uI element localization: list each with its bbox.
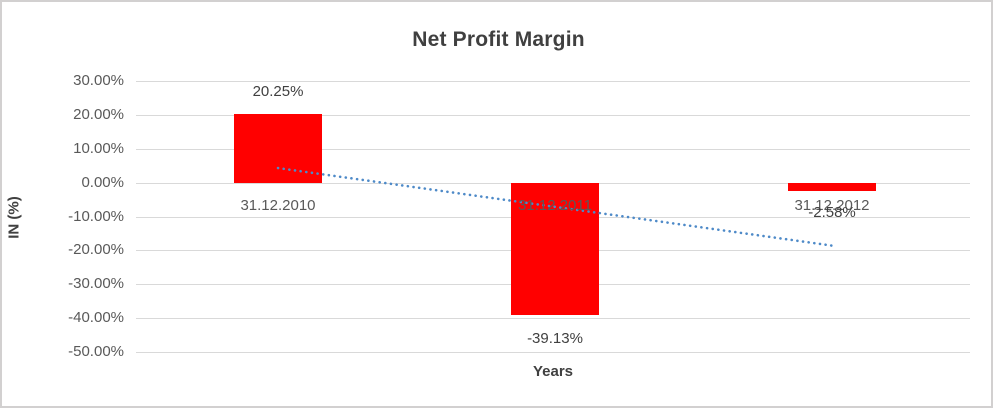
gridline bbox=[136, 318, 970, 320]
y-axis-tick-label: -10.00% bbox=[68, 207, 124, 225]
chart-title: Net Profit Margin bbox=[412, 28, 585, 51]
bar-data-label: -2.58% bbox=[808, 204, 856, 222]
y-axis-tick-label: 20.00% bbox=[73, 105, 124, 123]
bar-31.12.2010 bbox=[234, 114, 322, 183]
y-axis-tick-label: 30.00% bbox=[73, 72, 124, 89]
bar-data-label: 20.25% bbox=[252, 83, 304, 101]
x-axis-title: Years bbox=[532, 363, 574, 380]
y-axis-tick-label: -20.00% bbox=[68, 241, 124, 259]
y-axis-tick-label: 0.00% bbox=[81, 173, 124, 191]
x-axis-category-label: 31.12.2011 bbox=[518, 197, 592, 214]
gridline bbox=[136, 352, 970, 353]
gridline bbox=[136, 148, 970, 150]
bar-data-label: -39.13% bbox=[527, 330, 583, 348]
gridline bbox=[136, 81, 970, 82]
y-axis-tick-label: -30.00% bbox=[68, 275, 124, 293]
x-axis-category-label: 31.12.2010 bbox=[240, 197, 316, 214]
y-axis-tick-label: -40.00% bbox=[68, 309, 124, 327]
bar-31.12.2012 bbox=[788, 182, 876, 192]
y-axis-title: IN (%) bbox=[5, 196, 23, 239]
y-axis-tick-label: 10.00% bbox=[73, 139, 124, 157]
y-axis-tick-label: -50.00% bbox=[68, 343, 124, 360]
gridline bbox=[136, 114, 970, 116]
